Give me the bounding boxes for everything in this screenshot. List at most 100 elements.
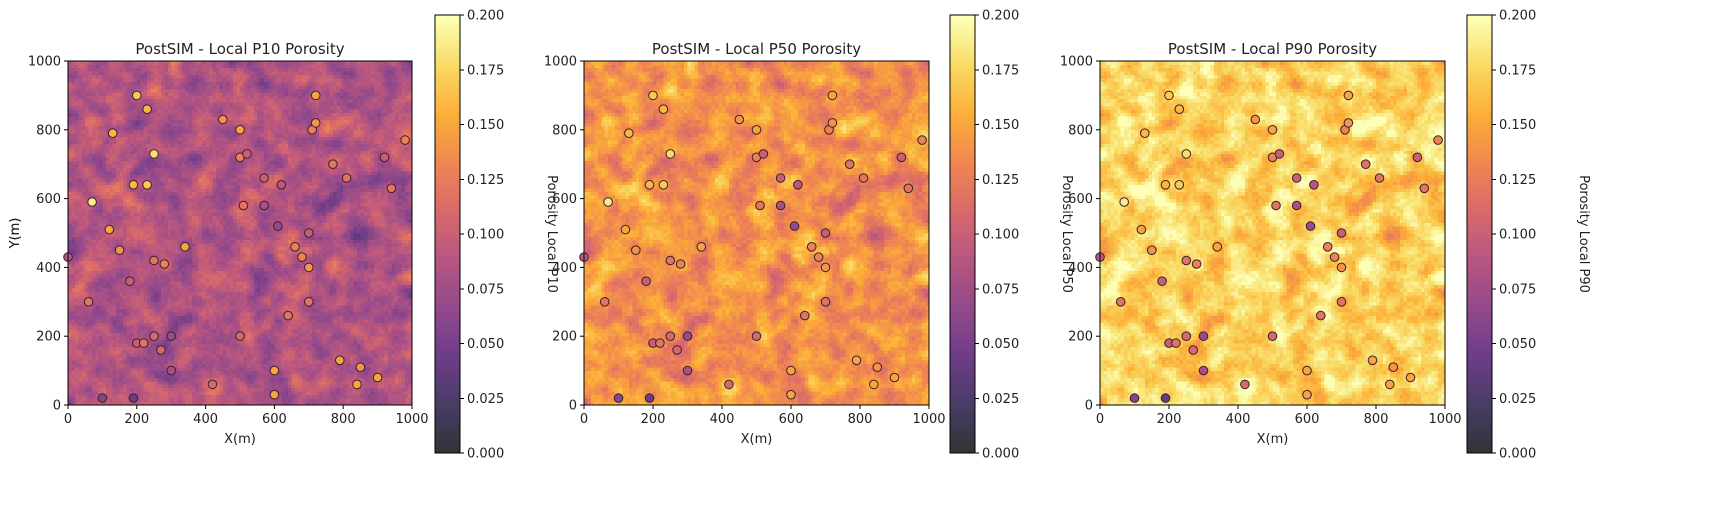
heatmap-cell <box>171 257 175 261</box>
heatmap-cell <box>347 357 351 361</box>
heatmap-cell <box>212 261 216 265</box>
heatmap-cell <box>96 319 100 323</box>
heatmap-cell <box>212 305 216 309</box>
heatmap-cell <box>109 298 113 302</box>
heatmap-cell <box>188 340 192 344</box>
heatmap-cell <box>264 395 268 399</box>
heatmap-cell <box>257 322 261 326</box>
heatmap-cell <box>254 364 258 368</box>
heatmap-cell <box>92 274 96 278</box>
heatmap-cell <box>388 367 392 371</box>
heatmap-cell <box>302 384 306 388</box>
heatmap-cell <box>161 281 165 285</box>
heatmap-cell <box>99 357 103 361</box>
heatmap-cell <box>157 267 161 271</box>
heatmap-cell <box>264 261 268 265</box>
heatmap-cell <box>285 264 289 268</box>
heatmap-cell <box>157 395 161 399</box>
heatmap-cell <box>199 353 203 357</box>
heatmap-cell <box>319 357 323 361</box>
heatmap-cell <box>354 295 358 299</box>
heatmap-cell <box>78 395 82 399</box>
heatmap-cell <box>333 336 337 340</box>
heatmap-cell <box>68 281 72 285</box>
heatmap-cell <box>309 395 313 399</box>
heatmap-cell <box>202 391 206 395</box>
heatmap-cell <box>250 388 254 392</box>
heatmap-cell <box>230 312 234 316</box>
heatmap-cell <box>96 240 100 244</box>
heatmap-cell <box>216 257 220 261</box>
heatmap-cell <box>99 243 103 247</box>
heatmap-cell <box>298 285 302 289</box>
heatmap-cell <box>264 257 268 261</box>
heatmap-cell <box>151 384 155 388</box>
heatmap-cell <box>374 312 378 316</box>
heatmap-cell <box>157 312 161 316</box>
heatmap-cell <box>302 388 306 392</box>
heatmap-cell <box>395 333 399 337</box>
heatmap-cell <box>395 336 399 340</box>
heatmap-cell <box>257 243 261 247</box>
heatmap-cell <box>226 250 230 254</box>
heatmap-cell <box>298 364 302 368</box>
heatmap-cell <box>254 391 258 395</box>
heatmap-cell <box>185 271 189 275</box>
heatmap-cell <box>336 326 340 330</box>
heatmap-cell <box>395 350 399 354</box>
heatmap-cell <box>305 326 309 330</box>
heatmap-cell <box>367 312 371 316</box>
heatmap-cell <box>247 309 251 313</box>
heatmap-cell <box>192 298 196 302</box>
heatmap-cell <box>116 395 120 399</box>
heatmap-cell <box>123 288 127 292</box>
heatmap-cell <box>223 240 227 244</box>
heatmap-cell <box>278 357 282 361</box>
heatmap-cell <box>126 357 130 361</box>
heatmap-cell <box>388 271 392 275</box>
heatmap-cell <box>233 360 237 364</box>
heatmap-cell <box>240 295 244 299</box>
heatmap-cell <box>326 319 330 323</box>
heatmap-cell <box>288 371 292 375</box>
heatmap-cell <box>192 247 196 251</box>
heatmap-cell <box>295 391 299 395</box>
heatmap-cell <box>388 343 392 347</box>
heatmap-cell <box>274 247 278 251</box>
heatmap-cell <box>271 322 275 326</box>
heatmap-cell <box>223 357 227 361</box>
heatmap-cell <box>188 347 192 351</box>
heatmap-cell <box>168 243 172 247</box>
heatmap-cell <box>319 329 323 333</box>
heatmap-cell <box>243 247 247 251</box>
heatmap-cell <box>202 316 206 320</box>
heatmap-cell <box>340 291 344 295</box>
heatmap-cell <box>405 364 409 368</box>
heatmap-cell <box>212 278 216 282</box>
heatmap-cell <box>202 384 206 388</box>
heatmap-cell <box>212 281 216 285</box>
heatmap-cell <box>254 377 258 381</box>
heatmap-cell <box>298 360 302 364</box>
heatmap-cell <box>323 391 327 395</box>
heatmap-cell <box>333 254 337 258</box>
heatmap-cell <box>268 254 272 258</box>
heatmap-cell <box>254 274 258 278</box>
heatmap-cell <box>316 257 320 261</box>
heatmap-cell <box>243 384 247 388</box>
heatmap-cell <box>144 295 148 299</box>
heatmap-cell <box>388 326 392 330</box>
heatmap-cell <box>161 326 165 330</box>
heatmap-cell <box>388 309 392 313</box>
heatmap-cell <box>109 347 113 351</box>
heatmap-cell <box>257 353 261 357</box>
heatmap-cell <box>378 353 382 357</box>
heatmap-cell <box>305 353 309 357</box>
heatmap-cell <box>288 250 292 254</box>
heatmap-cell <box>123 374 127 378</box>
heatmap-cell <box>240 267 244 271</box>
heatmap-cell <box>168 347 172 351</box>
heatmap-cell <box>126 312 130 316</box>
heatmap-cell <box>116 357 120 361</box>
heatmap-cell <box>109 250 113 254</box>
